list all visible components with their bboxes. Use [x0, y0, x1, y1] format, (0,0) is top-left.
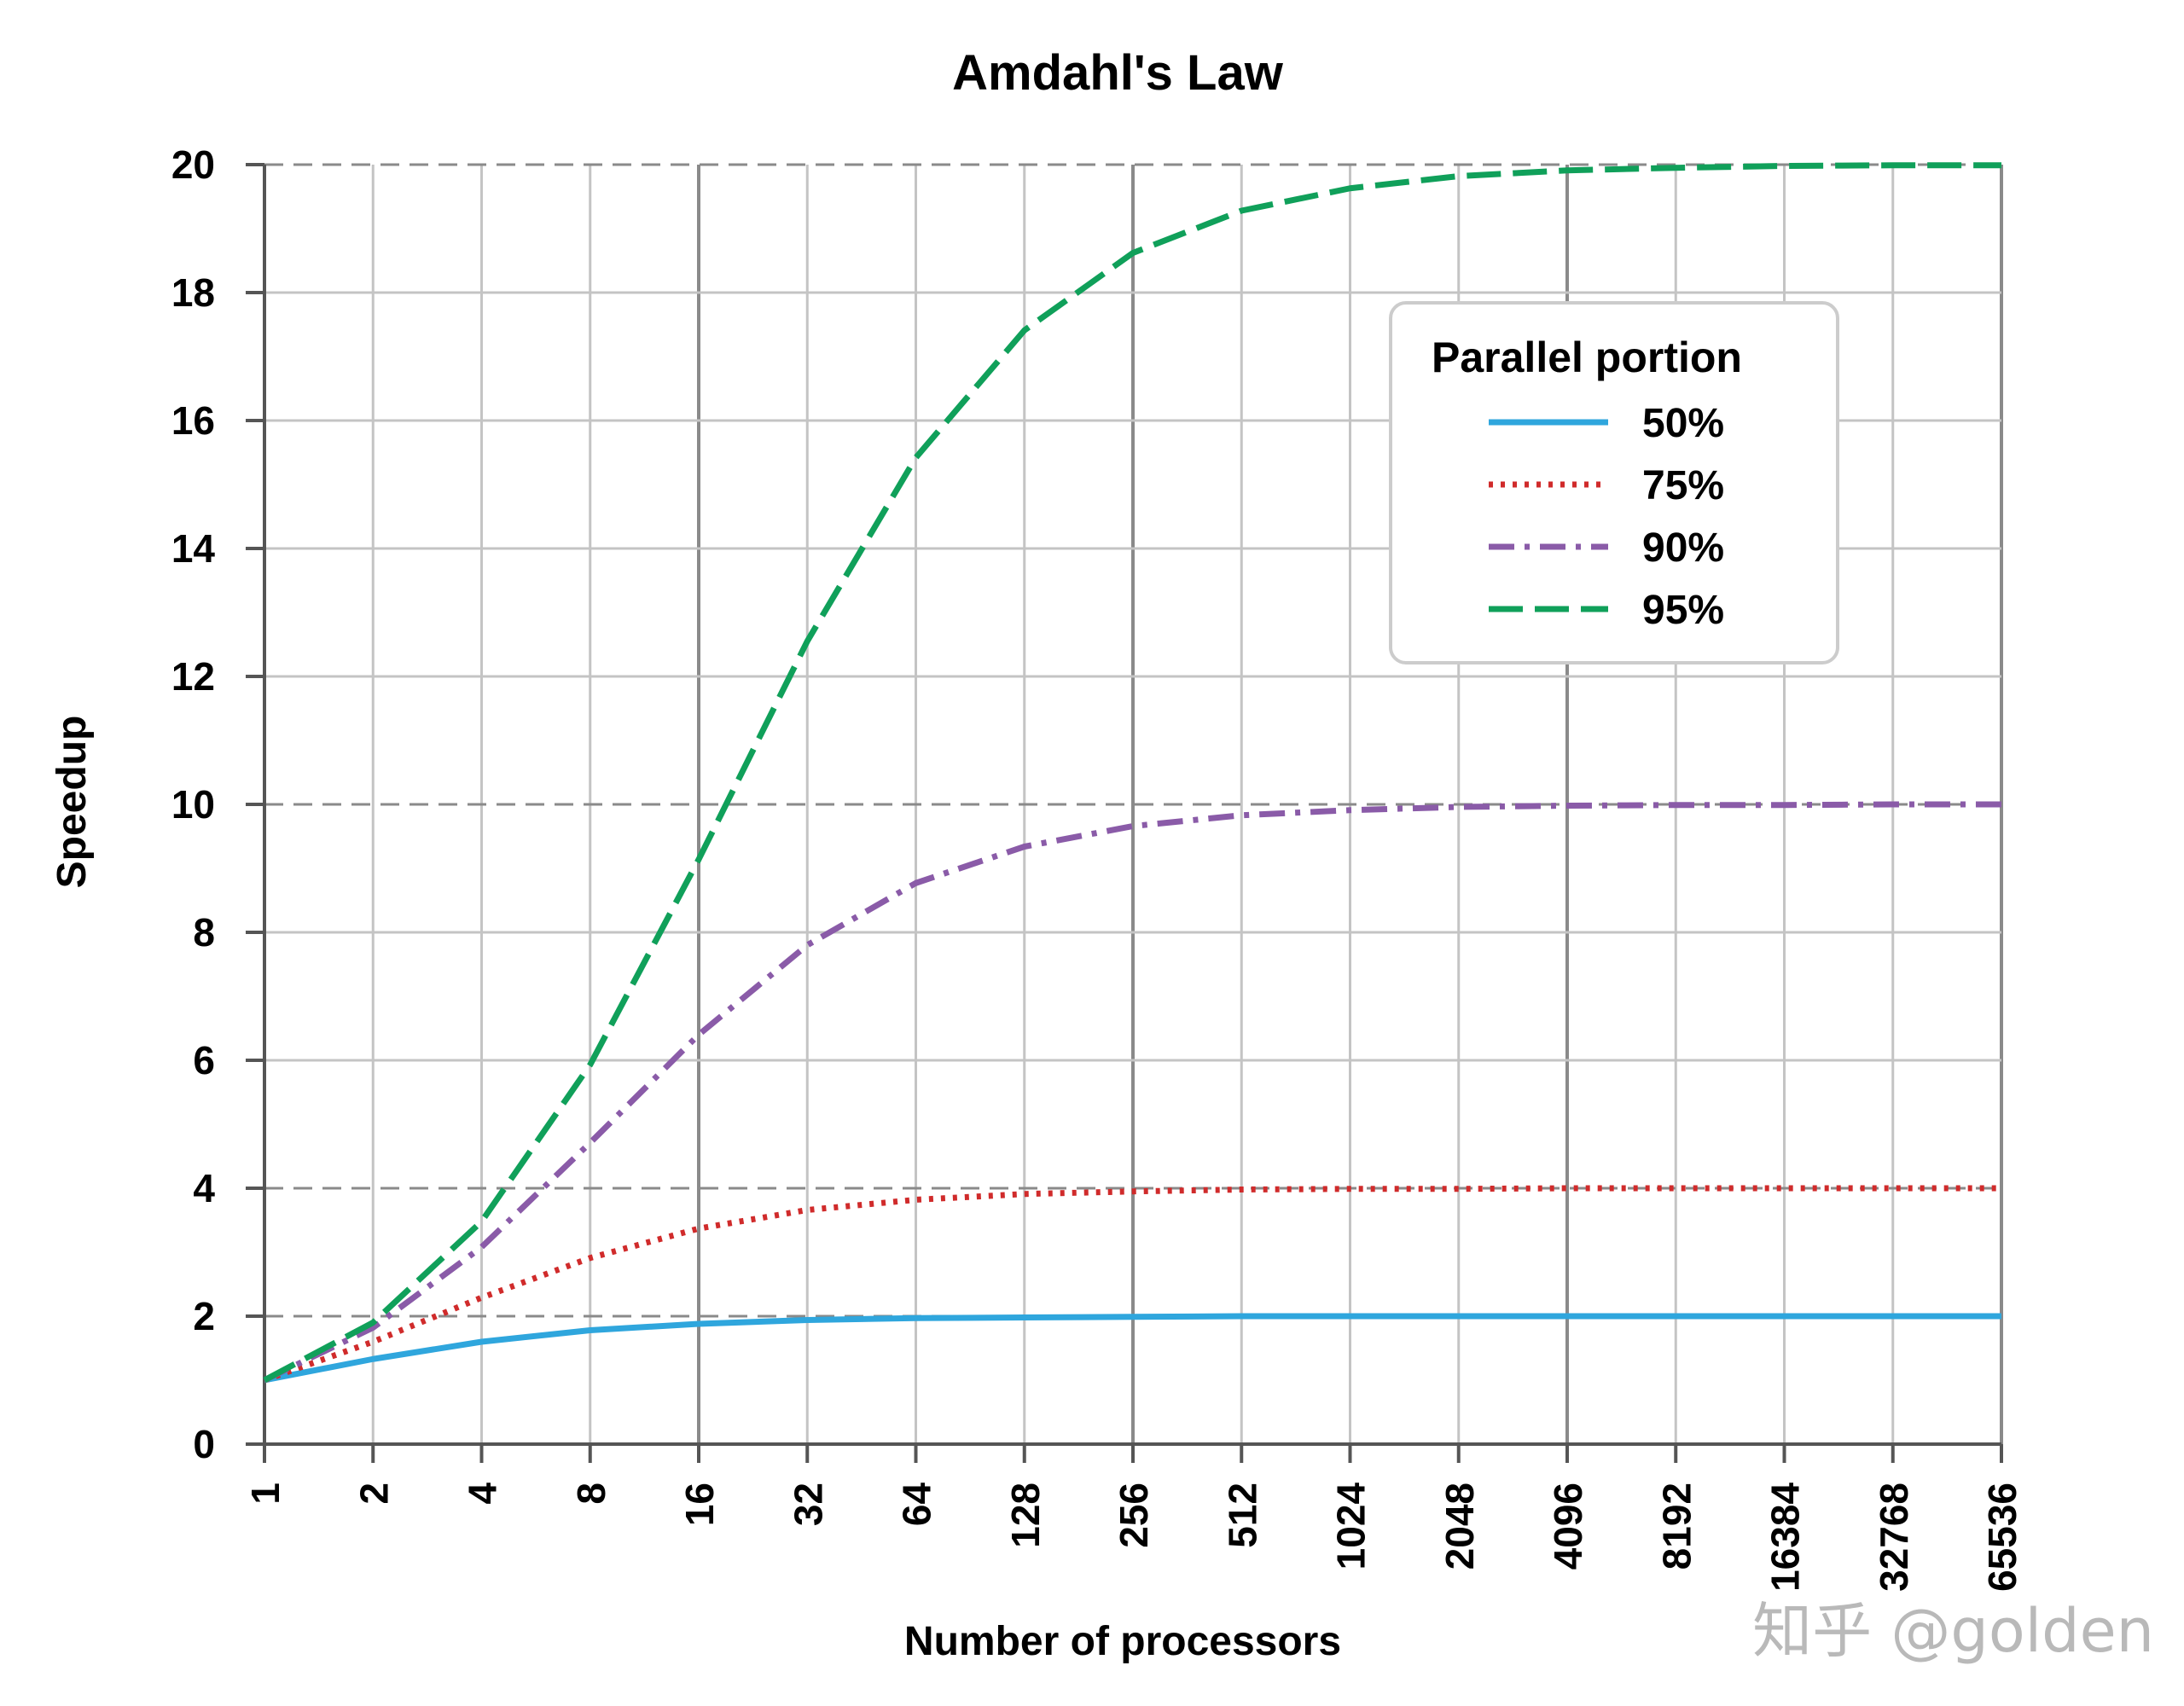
series-line-75pct: [263, 1185, 2001, 1384]
y-tick-label: 14: [171, 526, 216, 571]
watermark: 知乎 @golden: [1752, 1596, 2154, 1666]
x-axis-ticks: 1 2 4 8 16 32 64 128 256 512 1024 2048 4096 8192 16384…: [243, 1444, 2024, 1592]
y-tick-label: 8: [193, 910, 215, 955]
y-tick-label: 10: [171, 782, 215, 827]
x-tick-label: 256: [1112, 1483, 1156, 1548]
x-tick-label: 1: [243, 1483, 288, 1505]
y-tick-label: 2: [193, 1294, 215, 1338]
series-lines: [263, 162, 2001, 1384]
y-tick-label: 6: [193, 1038, 215, 1082]
x-tick-label: 4096: [1546, 1483, 1590, 1570]
x-tick-label: 128: [1003, 1483, 1048, 1548]
series-line-50pct: [264, 1313, 2001, 1384]
chart-title: Amdahl's Law: [952, 45, 1284, 101]
x-tick-label: 16384: [1763, 1483, 1808, 1592]
y-tick-label: 12: [171, 654, 215, 699]
legend-box: [1389, 301, 1839, 664]
y-axis-label: Speedup: [49, 716, 95, 889]
x-tick-label: 8: [569, 1483, 613, 1505]
series-line-95pct: [263, 162, 2001, 1384]
x-axis-label: Number of processors: [904, 1619, 1341, 1664]
y-tick-label: 16: [171, 398, 215, 443]
legend-label: 75%: [1642, 463, 1724, 508]
y-tick-label: 18: [171, 270, 215, 315]
y-axis-ticks: 0 2 4 6 8 10 12 14 16 18 20: [171, 142, 264, 1466]
x-tick-label: 512: [1220, 1483, 1264, 1548]
y-tick-label: 0: [193, 1422, 215, 1466]
legend: Parallel portion 50% 75% 90% 95%: [1389, 301, 1839, 664]
x-tick-label: 32768: [1872, 1483, 1916, 1592]
x-tick-label: 4: [461, 1483, 505, 1505]
legend-label: 50%: [1642, 401, 1724, 446]
y-tick-label: 20: [171, 142, 215, 187]
x-tick-label: 1024: [1329, 1483, 1374, 1570]
legend-label: 90%: [1642, 525, 1724, 571]
x-tick-label: 32: [786, 1483, 830, 1526]
x-tick-label: 64: [895, 1483, 939, 1527]
x-tick-label: 2048: [1438, 1483, 1482, 1570]
legend-label: 95%: [1642, 588, 1724, 633]
y-tick-label: 4: [193, 1166, 215, 1210]
legend-title: Parallel portion: [1432, 334, 1742, 381]
x-tick-label: 16: [677, 1483, 722, 1526]
x-tick-label: 2: [351, 1483, 396, 1505]
x-tick-label: 8192: [1654, 1483, 1699, 1570]
x-tick-label: 65536: [1980, 1483, 2024, 1592]
